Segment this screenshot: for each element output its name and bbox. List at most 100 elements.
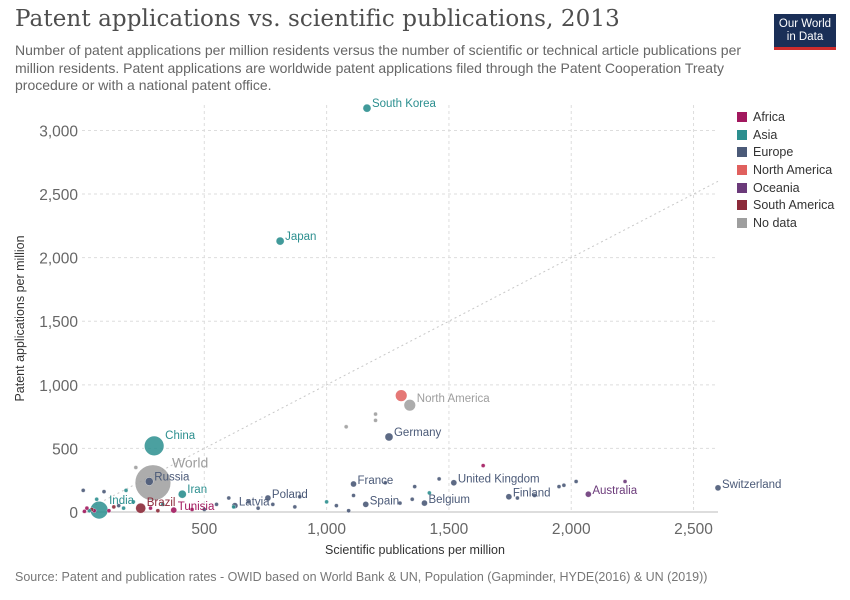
legend-item[interactable]: Asia bbox=[737, 126, 834, 144]
data-point bbox=[413, 485, 417, 489]
data-point bbox=[421, 500, 427, 506]
point-label: Japan bbox=[285, 231, 316, 243]
legend-swatch bbox=[737, 130, 747, 140]
y-tick-label: 2,500 bbox=[39, 187, 78, 204]
legend-swatch bbox=[737, 218, 747, 228]
legend-swatch bbox=[737, 112, 747, 122]
data-point bbox=[124, 488, 128, 492]
point-label: Russia bbox=[154, 471, 190, 483]
data-point bbox=[374, 418, 378, 422]
data-point bbox=[404, 399, 416, 411]
point-label: Belgium bbox=[428, 494, 470, 506]
point-label: North America bbox=[417, 393, 490, 405]
y-tick-label: 1,000 bbox=[39, 378, 78, 395]
point-label: Tunisia bbox=[178, 501, 215, 513]
source-note: Source: Patent and publication rates - O… bbox=[15, 570, 707, 584]
point-label: Switzerland bbox=[722, 479, 781, 491]
data-point bbox=[395, 390, 407, 402]
data-point bbox=[145, 477, 153, 485]
y-tick-label: 0 bbox=[69, 505, 78, 522]
point-label: Latvia bbox=[239, 497, 270, 509]
data-point bbox=[81, 488, 85, 492]
data-point bbox=[227, 496, 231, 500]
y-tick-label: 500 bbox=[52, 441, 78, 458]
data-point bbox=[334, 504, 338, 508]
scatter-chart: 0 500 1,000 1,500 2,000 2,500 3,000 500 1,000 1,5… bbox=[0, 0, 850, 570]
data-point bbox=[385, 433, 393, 441]
data-point bbox=[136, 503, 146, 513]
x-axis-title: Scientific publications per million bbox=[325, 543, 505, 557]
point-label: Iran bbox=[187, 484, 207, 496]
legend-label: South America bbox=[753, 198, 834, 212]
data-point bbox=[95, 497, 99, 501]
data-point bbox=[623, 479, 627, 483]
legend-swatch bbox=[737, 147, 747, 157]
data-point bbox=[344, 425, 348, 429]
data-point bbox=[562, 483, 566, 487]
legend-item[interactable]: No data bbox=[737, 214, 834, 232]
y-tick-label: 2,000 bbox=[39, 251, 78, 268]
data-point bbox=[144, 436, 164, 456]
y-tick-label: 1,500 bbox=[39, 314, 78, 331]
point-label: Spain bbox=[370, 495, 399, 507]
point-label: World bbox=[172, 455, 208, 471]
y-tick-label: 3,000 bbox=[39, 123, 78, 140]
data-point bbox=[481, 464, 485, 468]
data-point bbox=[178, 490, 186, 498]
legend-item[interactable]: Europe bbox=[737, 143, 834, 161]
data-point bbox=[715, 485, 721, 491]
data-point bbox=[156, 509, 160, 513]
data-point bbox=[437, 477, 441, 481]
point-label: Brazil bbox=[147, 497, 176, 509]
legend-label: No data bbox=[753, 216, 797, 230]
data-point bbox=[585, 491, 591, 497]
legend-label: Oceania bbox=[753, 181, 800, 195]
point-label: United Kingdom bbox=[458, 474, 540, 486]
point-label: China bbox=[165, 430, 196, 442]
point-label: Australia bbox=[592, 485, 637, 497]
data-point bbox=[374, 412, 378, 416]
legend-label: North America bbox=[753, 163, 832, 177]
legend-label: Asia bbox=[753, 128, 777, 142]
data-point bbox=[363, 501, 369, 507]
y-axis-title: Patent applications per million bbox=[13, 235, 27, 401]
data-point bbox=[410, 497, 414, 501]
data-point bbox=[276, 237, 284, 245]
data-point bbox=[82, 509, 86, 513]
data-point bbox=[325, 500, 329, 504]
point-label: France bbox=[358, 475, 394, 487]
data-point bbox=[451, 480, 457, 486]
data-point bbox=[271, 502, 275, 506]
x-tick-label: 500 bbox=[191, 521, 217, 538]
data-point bbox=[134, 465, 138, 469]
data-point bbox=[352, 493, 356, 497]
legend-item[interactable]: Oceania bbox=[737, 179, 834, 197]
legend-item[interactable]: South America bbox=[737, 196, 834, 214]
data-point bbox=[102, 490, 106, 494]
chart-legend: Africa Asia Europe North America Oceania Sout… bbox=[737, 108, 834, 232]
legend-item[interactable]: Africa bbox=[737, 108, 834, 126]
point-label: Poland bbox=[272, 489, 308, 501]
x-tick-label: 1,000 bbox=[307, 521, 346, 538]
data-point bbox=[574, 479, 578, 483]
data-point bbox=[506, 494, 512, 500]
legend-label: Europe bbox=[753, 145, 793, 159]
x-tick-label: 2,500 bbox=[674, 521, 713, 538]
data-point bbox=[363, 104, 371, 112]
point-label: Finland bbox=[513, 488, 551, 500]
data-point bbox=[557, 485, 561, 489]
x-tick-label: 2,000 bbox=[552, 521, 591, 538]
point-label: Germany bbox=[394, 427, 442, 439]
point-label: India bbox=[109, 495, 135, 507]
legend-swatch bbox=[737, 165, 747, 175]
data-point bbox=[347, 509, 351, 513]
data-point bbox=[351, 481, 357, 487]
legend-label: Africa bbox=[753, 110, 785, 124]
data-point bbox=[215, 502, 219, 506]
data-point bbox=[293, 505, 297, 509]
x-tick-label: 1,500 bbox=[430, 521, 469, 538]
legend-swatch bbox=[737, 183, 747, 193]
point-label: South Korea bbox=[372, 98, 437, 110]
legend-item[interactable]: North America bbox=[737, 161, 834, 179]
data-point bbox=[232, 505, 236, 509]
